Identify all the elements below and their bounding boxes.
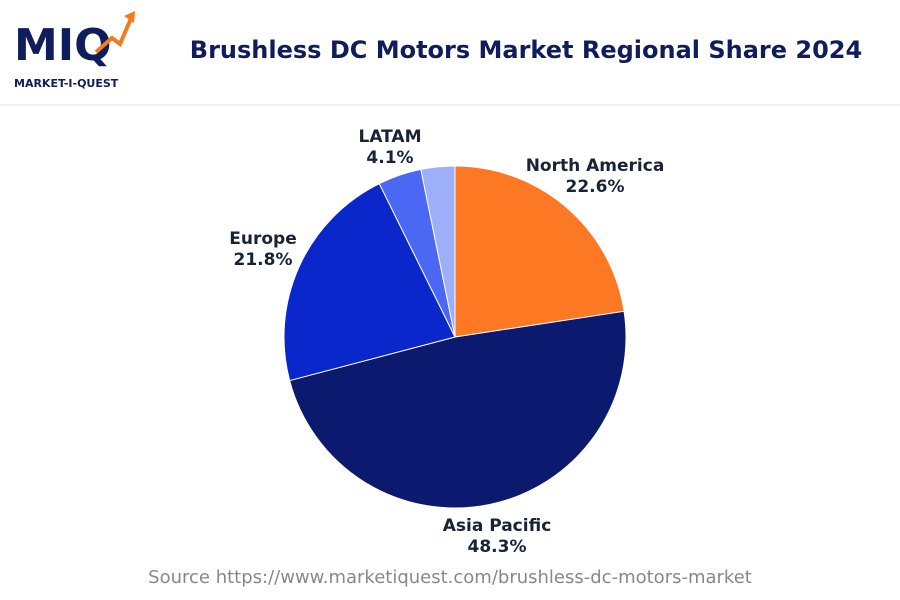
slice-label: Asia Pacific <box>443 516 552 536</box>
source: Source https://www.marketiquest.com/brus… <box>148 567 752 588</box>
pie-slice <box>420 165 456 338</box>
pie-slice <box>289 310 627 509</box>
chart-title: Brushless DC Motors Market Regional Shar… <box>190 36 862 64</box>
slice-value-label: 4.1% <box>366 148 413 168</box>
logo: MIQ MARKET-I-QUEST <box>14 11 135 90</box>
slice-label: North America <box>526 156 665 176</box>
logo-arrow-head <box>124 11 135 23</box>
slice-label: Europe <box>229 229 296 249</box>
slice-value-label: 48.3% <box>468 537 527 557</box>
pie-slice <box>283 183 456 382</box>
logo-arrow <box>94 15 134 54</box>
pie-slice <box>454 165 625 338</box>
slice-value-label: 21.8% <box>234 250 293 270</box>
slice-value-label: 22.6% <box>566 177 625 197</box>
logo-mark: MIQ <box>14 20 112 71</box>
logo-name: MARKET-I-QUEST <box>14 77 119 90</box>
slice-label: LATAM <box>358 127 421 147</box>
